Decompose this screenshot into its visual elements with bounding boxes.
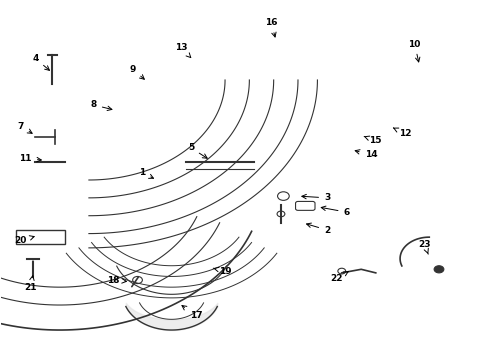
Text: 6: 6 (321, 206, 349, 217)
Text: 13: 13 (175, 43, 190, 58)
Text: 14: 14 (354, 150, 376, 159)
Text: 5: 5 (187, 143, 207, 158)
Text: 18: 18 (107, 275, 126, 284)
Text: 2: 2 (306, 223, 329, 234)
Text: 1: 1 (139, 168, 153, 178)
Text: 9: 9 (129, 65, 144, 79)
Text: 23: 23 (417, 240, 430, 254)
Text: 3: 3 (301, 193, 329, 202)
Text: 16: 16 (264, 18, 277, 37)
Text: 21: 21 (24, 276, 37, 292)
Text: 17: 17 (182, 306, 202, 320)
Text: 12: 12 (392, 128, 410, 138)
Text: 10: 10 (407, 40, 420, 62)
Text: 7: 7 (18, 122, 32, 133)
Text: 20: 20 (15, 236, 34, 245)
Text: 15: 15 (364, 136, 381, 145)
Bar (16, 230, 64, 244)
Text: 22: 22 (330, 271, 348, 283)
Circle shape (433, 266, 443, 273)
Text: 19: 19 (213, 267, 231, 276)
Text: 8: 8 (90, 100, 112, 111)
Text: 4: 4 (32, 54, 49, 70)
Text: 11: 11 (20, 154, 41, 163)
